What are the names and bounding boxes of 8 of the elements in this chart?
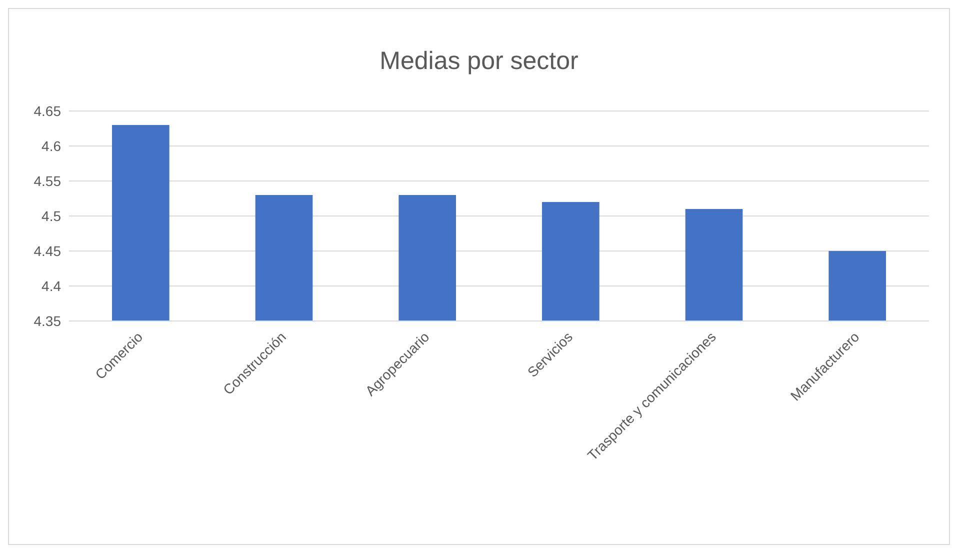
y-tick-label: 4.65	[34, 102, 62, 119]
y-tick-label: 4.55	[34, 172, 62, 189]
y-tick-label: 4.4	[42, 278, 62, 294]
chart-title: Medias por sector	[378, 46, 580, 77]
y-tick-label: 4.5	[42, 208, 62, 224]
y-tick-label: 4.45	[34, 242, 62, 259]
y-tick-label: 4.6	[42, 138, 62, 154]
y-tick-label: 4.35	[34, 312, 62, 329]
